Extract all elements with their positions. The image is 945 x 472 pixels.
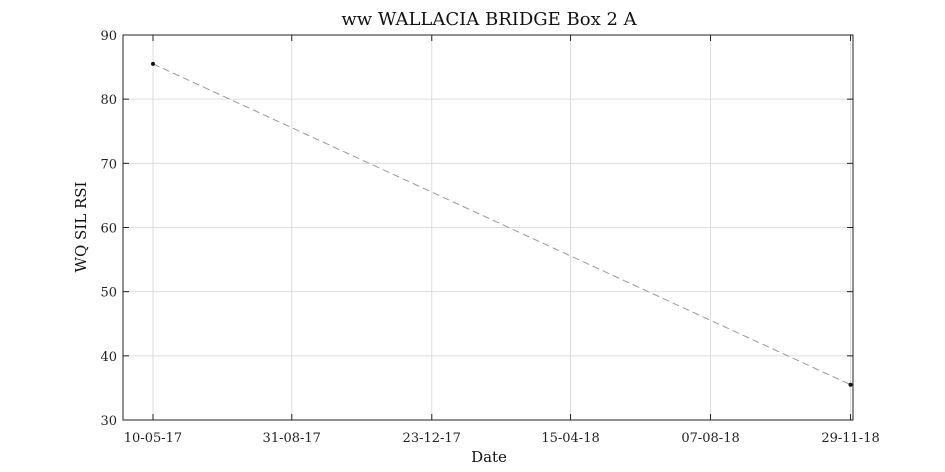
data-point [151,61,155,66]
y-tick-label: 50 [100,286,117,301]
y-tick-label: 30 [100,414,117,429]
y-tick-label: 80 [100,93,117,108]
x-axis-label: Date [471,448,507,466]
y-tick-label: 70 [100,157,117,172]
y-tick-label: 90 [100,29,117,44]
x-tick-label: 31-08-17 [263,431,321,446]
x-tick-label: 07-08-18 [681,431,739,446]
series-layer [151,61,853,387]
axis-ticks: 10-05-17 31-08-17 23-12-17 15-04-18 07-08-18… [100,29,879,446]
x-tick-label: 15-04-18 [541,431,599,446]
x-tick-label: 29-11-18 [821,431,879,446]
y-axis-label: WQ SIL RSI [72,181,90,272]
series-line [152,63,851,386]
data-point [848,382,853,387]
x-tick-label: 23-12-17 [403,431,461,446]
y-tick-label: 60 [100,222,117,237]
y-tick-label: 40 [100,350,117,365]
x-tick-label: 10-05-17 [124,431,182,446]
chart-title: ww WALLACIA BRIDGE Box 2 A [341,9,637,30]
